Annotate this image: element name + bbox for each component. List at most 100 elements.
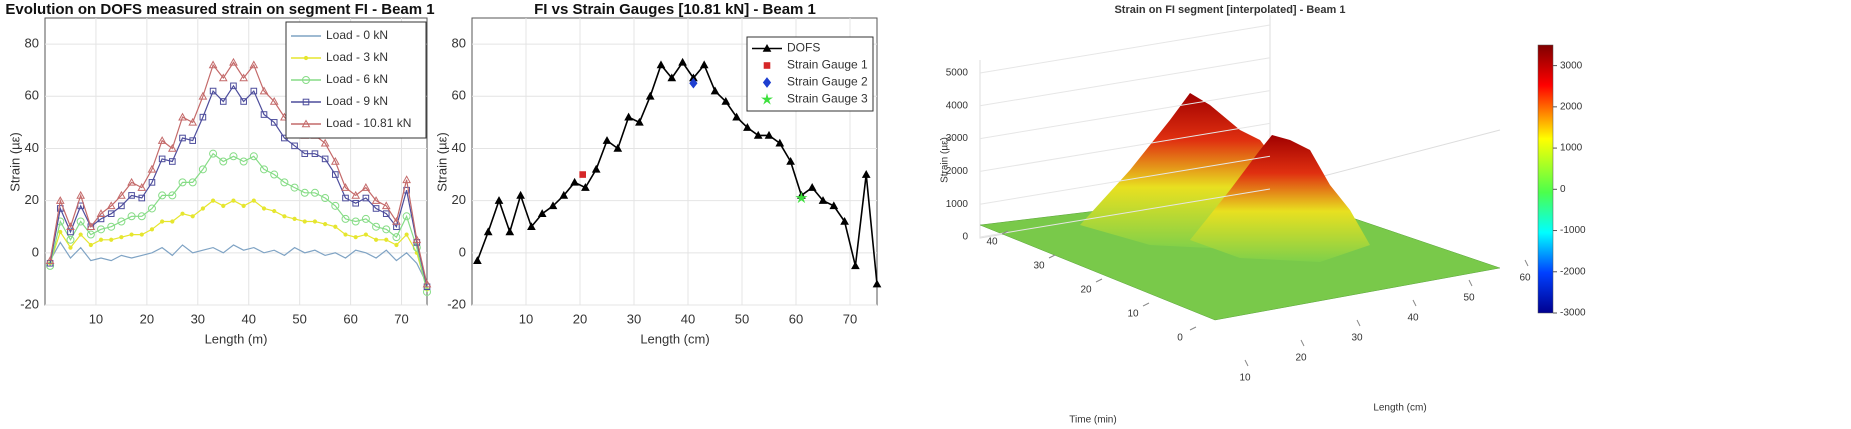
marker bbox=[188, 117, 198, 126]
legend-label: Load - 6 kN bbox=[326, 72, 388, 86]
z-tick-label: 3000 bbox=[946, 133, 969, 144]
tick-mark bbox=[1095, 278, 1103, 283]
marker bbox=[98, 237, 104, 242]
colorbar-tick-label: 3000 bbox=[1560, 60, 1583, 71]
tick-mark bbox=[1468, 279, 1473, 287]
marker bbox=[221, 203, 226, 208]
colorbar-tick-label: 1000 bbox=[1560, 143, 1583, 154]
tick-mark bbox=[1189, 326, 1197, 331]
marker bbox=[97, 225, 106, 234]
marker bbox=[160, 219, 165, 224]
x-tick-label: 20 bbox=[573, 311, 587, 326]
surface-decor bbox=[979, 15, 1501, 321]
marker bbox=[168, 191, 177, 200]
marker bbox=[302, 219, 307, 224]
marker bbox=[602, 136, 612, 144]
marker bbox=[128, 192, 135, 199]
x-tick-label: 20 bbox=[140, 311, 154, 326]
chart-title: Strain on FI segment [interpolated] - Be… bbox=[1114, 4, 1345, 16]
marker bbox=[188, 178, 197, 187]
series-line bbox=[49, 152, 428, 293]
x-axis-label: Length (m) bbox=[205, 331, 268, 346]
marker bbox=[656, 60, 666, 69]
z-tick-label: 5000 bbox=[946, 68, 969, 79]
legend-marker bbox=[301, 119, 311, 128]
marker bbox=[331, 201, 340, 210]
y-tick-label: 10 bbox=[1127, 309, 1139, 320]
x-tick-label: 50 bbox=[735, 311, 749, 326]
marker bbox=[320, 138, 330, 147]
marker bbox=[372, 205, 380, 212]
marker bbox=[230, 82, 237, 90]
marker bbox=[361, 183, 371, 191]
grid-line bbox=[979, 122, 1271, 172]
marker bbox=[119, 235, 124, 240]
marker bbox=[86, 230, 95, 239]
marker bbox=[239, 157, 248, 166]
marker bbox=[249, 152, 258, 161]
marker bbox=[392, 216, 401, 225]
marker bbox=[88, 242, 93, 248]
marker bbox=[371, 196, 381, 204]
marker bbox=[249, 60, 259, 69]
colorbar bbox=[1537, 44, 1554, 314]
marker bbox=[208, 60, 218, 69]
marker bbox=[210, 198, 216, 203]
marker bbox=[323, 222, 328, 227]
marker bbox=[382, 210, 390, 217]
marker bbox=[137, 212, 146, 221]
marker bbox=[282, 214, 287, 219]
x-tick-label: 40 bbox=[1407, 313, 1419, 324]
marker bbox=[106, 201, 116, 210]
marker bbox=[351, 217, 360, 226]
x-axis-label: Length (cm) bbox=[640, 331, 709, 346]
marker bbox=[861, 170, 871, 178]
marker bbox=[473, 256, 482, 264]
tick-mark bbox=[1412, 299, 1417, 307]
marker bbox=[795, 191, 808, 204]
marker bbox=[199, 113, 207, 121]
tick-mark bbox=[1142, 302, 1150, 307]
marker bbox=[851, 261, 860, 270]
marker bbox=[149, 227, 155, 232]
marker bbox=[341, 214, 350, 223]
marker bbox=[412, 235, 422, 244]
marker bbox=[138, 194, 146, 202]
x-tick-label: 50 bbox=[1463, 293, 1475, 304]
marker bbox=[189, 137, 197, 144]
colorbar-tick-label: 0 bbox=[1560, 184, 1566, 195]
marker bbox=[353, 235, 358, 240]
tick-mark bbox=[1048, 254, 1056, 259]
marker bbox=[300, 188, 309, 197]
marker bbox=[241, 203, 246, 208]
legend-label: Load - 10.81 kN bbox=[326, 116, 411, 130]
marker bbox=[342, 194, 349, 202]
marker bbox=[219, 98, 227, 105]
marker bbox=[373, 237, 379, 242]
marker bbox=[259, 86, 269, 95]
marker bbox=[229, 57, 238, 66]
marker bbox=[579, 171, 587, 178]
y-tick-label: -20 bbox=[447, 296, 466, 311]
marker bbox=[333, 224, 338, 229]
marker bbox=[109, 237, 114, 242]
marker bbox=[402, 175, 411, 184]
legend-label: Strain Gauge 2 bbox=[787, 75, 868, 89]
y-tick-label: 30 bbox=[1033, 261, 1045, 272]
marker bbox=[310, 188, 319, 197]
y-tick-label: 40 bbox=[452, 140, 466, 155]
marker bbox=[807, 183, 817, 191]
x-tick-label: 30 bbox=[1351, 333, 1363, 344]
legend-marker bbox=[763, 62, 771, 69]
legend-marker bbox=[762, 43, 772, 52]
marker bbox=[505, 227, 515, 236]
legend-marker bbox=[762, 77, 772, 88]
marker bbox=[721, 96, 731, 105]
grid-line bbox=[979, 155, 1271, 205]
marker bbox=[178, 112, 187, 121]
legend-label: DOFS bbox=[787, 41, 820, 55]
marker bbox=[76, 190, 86, 199]
x-tick-label: 30 bbox=[627, 311, 641, 326]
marker bbox=[198, 165, 207, 174]
